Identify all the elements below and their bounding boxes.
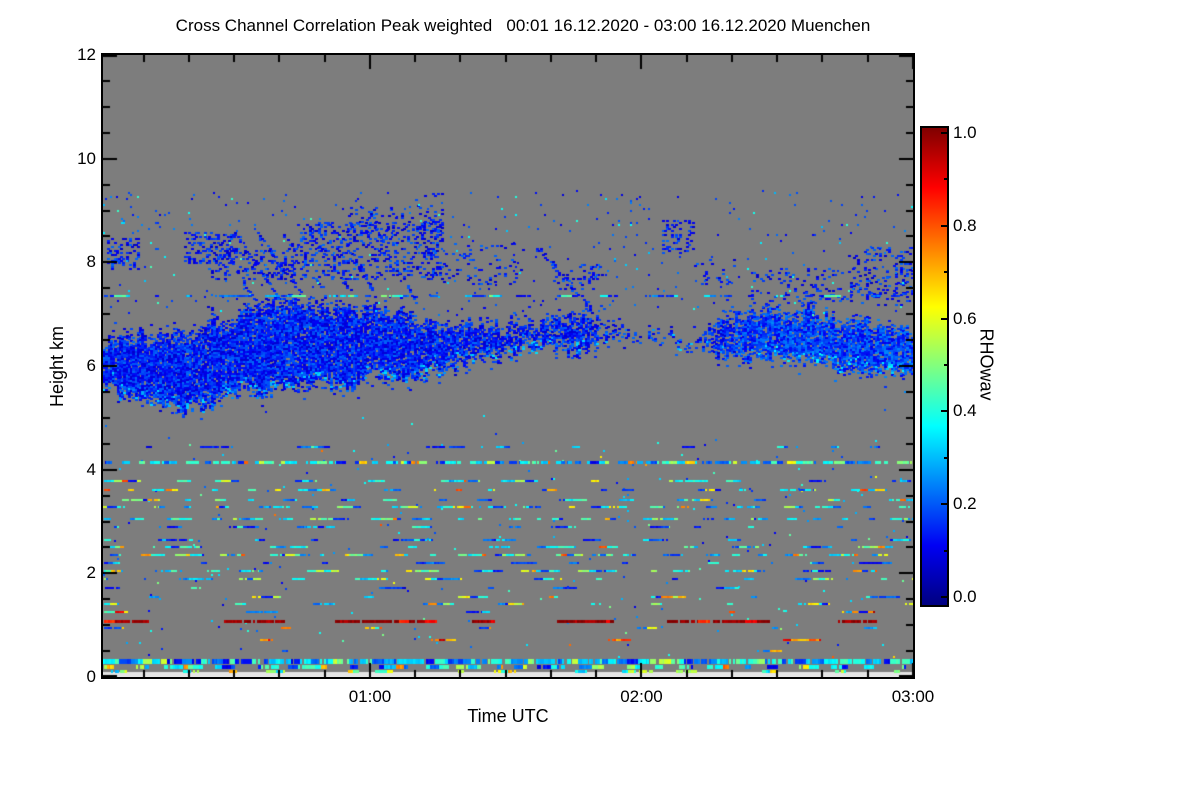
- colorbar-minor-tick: [944, 549, 947, 552]
- x-tick-label: 02:00: [620, 687, 663, 706]
- colorbar-tick-label: 0.0: [953, 587, 977, 606]
- colorbar-tick-label: 1.0: [953, 123, 977, 142]
- colorbar-minor-tick: [944, 364, 947, 366]
- heatmap-plot-frame: [101, 53, 915, 679]
- y-tick-label: 0: [86, 667, 96, 686]
- y-tick-label: 12: [77, 45, 96, 64]
- colorbar-tick: [941, 132, 947, 134]
- y-tick-label: 8: [86, 252, 96, 272]
- colorbar-tick: [941, 410, 947, 413]
- colorbar-title: RHOwav: [971, 126, 1001, 603]
- heatmap-canvas: [103, 55, 913, 677]
- colorbar-gradient: [922, 128, 947, 605]
- colorbar-tick-label: 0.8: [953, 215, 977, 235]
- x-axis-title: Time UTC: [467, 706, 549, 726]
- x-tick-label: 03:00: [891, 687, 935, 706]
- y-tick-label: 4: [86, 459, 96, 479]
- colorbar-tick: [941, 317, 947, 320]
- colorbar: [920, 126, 949, 607]
- colorbar-title-text: RHOwav: [976, 328, 997, 401]
- y-tick-label: 10: [77, 148, 96, 168]
- colorbar-minor-tick: [944, 456, 947, 459]
- colorbar-minor-tick: [944, 271, 947, 274]
- colorbar-tick: [941, 224, 947, 227]
- chart-title: Cross Channel Correlation Peak weighted …: [175, 16, 871, 35]
- colorbar-tick: [941, 596, 947, 598]
- colorbar-tick-label: 0.2: [953, 494, 977, 514]
- y-tick-label: 6: [86, 356, 96, 375]
- x-tick-label: 01:00: [348, 687, 392, 706]
- colorbar-minor-tick: [944, 178, 947, 181]
- colorbar-tick-label: 0.4: [953, 401, 977, 421]
- colorbar-tick: [941, 503, 947, 506]
- y-tick-label: 2: [86, 563, 96, 583]
- colorbar-tick-label: 0.6: [953, 308, 977, 328]
